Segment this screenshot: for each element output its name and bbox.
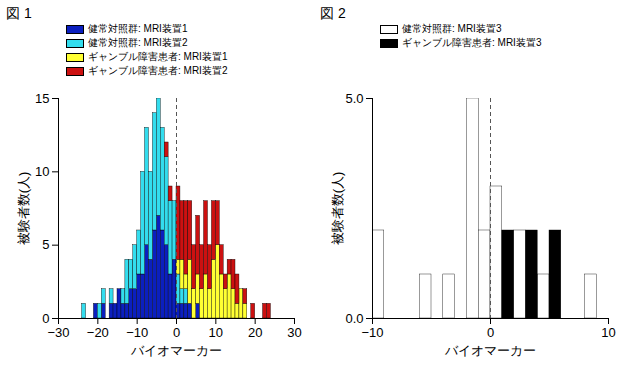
svg-text:被験者数(人): 被験者数(人) <box>330 172 345 246</box>
html-text:ギャンブル障害患者: MRI装置2: ギャンブル障害患者: MRI装置2 <box>88 65 228 76</box>
svg-text:30: 30 <box>287 325 301 340</box>
html-text:ギャンブル障害患者: MRI装置3: ギャンブル障害患者: MRI装置3 <box>402 37 542 48</box>
html-text:ギャンブル障害患者: MRI装置1: ギャンブル障害患者: MRI装置1 <box>88 51 228 62</box>
html-text:健常対照群: MRI装置3: 健常対照群: MRI装置3 <box>402 23 502 34</box>
svg-text:0: 0 <box>42 311 49 326</box>
svg-text:被験者数(人): 被験者数(人) <box>16 172 31 246</box>
svg-text:−30: −30 <box>47 325 69 340</box>
svg-text:10: 10 <box>35 164 49 179</box>
html-text:図 2: 図 2 <box>320 5 346 21</box>
svg-text:0: 0 <box>487 325 494 340</box>
svg-text:0.0: 0.0 <box>345 311 363 326</box>
html-text:健常対照群: MRI装置2: 健常対照群: MRI装置2 <box>88 37 188 48</box>
svg-text:0: 0 <box>173 325 180 340</box>
svg-text:−20: −20 <box>87 325 109 340</box>
svg-text:10: 10 <box>601 325 615 340</box>
html-text:健常対照群: MRI装置1: 健常対照群: MRI装置1 <box>88 23 188 34</box>
svg-text:15: 15 <box>35 91 49 106</box>
svg-text:バイオマーカー: バイオマーカー <box>444 343 536 358</box>
svg-text:バイオマーカー: バイオマーカー <box>130 343 222 358</box>
svg-text:−10: −10 <box>361 325 383 340</box>
svg-text:−10: −10 <box>126 325 148 340</box>
svg-text:20: 20 <box>248 325 262 340</box>
svg-text:5.0: 5.0 <box>345 91 363 106</box>
svg-text:10: 10 <box>209 325 223 340</box>
html-text:図 1: 図 1 <box>6 5 32 21</box>
svg-text:5: 5 <box>42 237 49 252</box>
